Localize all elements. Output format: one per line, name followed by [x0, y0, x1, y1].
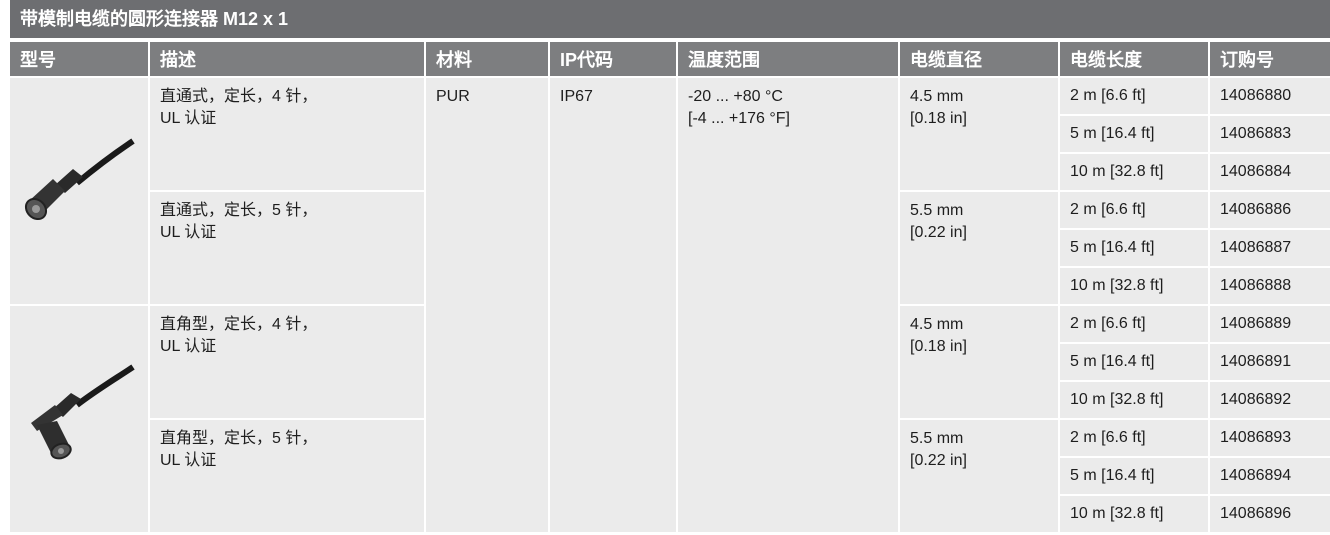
description-cell: 直角型，定长，4 针， UL 认证	[150, 306, 424, 418]
order-number-cell: 14086893	[1210, 420, 1330, 456]
table-row: 直通式，定长，5 针， UL 认证 5.5 mm [0.22 in] 2 m [6.6 …	[10, 192, 1330, 304]
product-table: 带模制电缆的圆形连接器 M12 x 1 型号 描述 材料 IP代码 温度范围 电缆直径 电缆…	[10, 0, 1330, 534]
length-cell: 5 m [16.4 ft]	[1060, 116, 1208, 152]
description-cell: 直通式，定长，4 针， UL 认证	[150, 78, 424, 190]
description-cell: 直通式，定长，5 针， UL 认证	[150, 192, 424, 304]
column-header: 电缆直径	[900, 42, 1058, 76]
type-image-cell	[10, 78, 148, 304]
column-header: 材料	[426, 42, 548, 76]
description-cell: 直角型，定长，5 针， UL 认证	[150, 420, 424, 532]
order-number-cell: 14086894	[1210, 458, 1330, 494]
diameter-cell: 5.5 mm [0.22 in]	[900, 420, 1058, 532]
text-line: 5.5 mm	[910, 430, 964, 447]
order-number-cell: 14086883	[1210, 116, 1330, 152]
text-line: UL 认证	[160, 452, 217, 469]
order-number-cell: 14086887	[1210, 230, 1330, 266]
material-cell: PUR	[426, 78, 548, 532]
order-number-cell: 14086891	[1210, 344, 1330, 380]
table-row: 10 m [32.8 ft] 14086888	[10, 268, 1330, 304]
order-number-cell: 14086880	[1210, 78, 1330, 114]
table: 型号 描述 材料 IP代码 温度范围 电缆直径 电缆长度 订购号 直通式，定长，4 针， UL …	[8, 40, 1330, 534]
order-number-cell: 14086889	[1210, 306, 1330, 342]
diameter-cell: 4.5 mm [0.18 in]	[900, 306, 1058, 418]
column-header: IP代码	[550, 42, 676, 76]
text-line: UL 认证	[160, 224, 217, 241]
text-line: 直通式，定长，4 针，	[160, 88, 318, 105]
straight-connector-image	[24, 138, 135, 220]
length-cell: 2 m [6.6 ft]	[1060, 420, 1208, 456]
length-cell: 2 m [6.6 ft]	[1060, 78, 1208, 114]
length-cell: 10 m [32.8 ft]	[1060, 154, 1208, 190]
text-line: [-4 ... +176 °F]	[688, 110, 790, 127]
table-row: 5 m [16.4 ft] 14086891	[10, 344, 1330, 380]
order-number-cell: 14086884	[1210, 154, 1330, 190]
length-cell: 2 m [6.6 ft]	[1060, 306, 1208, 342]
column-header: 型号	[10, 42, 148, 76]
length-cell: 5 m [16.4 ft]	[1060, 230, 1208, 266]
text-line: [0.22 in]	[910, 224, 967, 241]
column-header: 电缆长度	[1060, 42, 1208, 76]
table-title: 带模制电缆的圆形连接器 M12 x 1	[10, 0, 1330, 38]
length-cell: 2 m [6.6 ft]	[1060, 192, 1208, 228]
table-row: 5 m [16.4 ft] 14086887	[10, 230, 1330, 266]
order-number-cell: 14086892	[1210, 382, 1330, 418]
length-cell: 10 m [32.8 ft]	[1060, 382, 1208, 418]
text-line: UL 认证	[160, 338, 217, 355]
ip-code-cell: IP67	[550, 78, 676, 532]
text-line: -20 ... +80 °C	[688, 88, 783, 105]
text-line: 5.5 mm	[910, 202, 964, 219]
text-line: 4.5 mm	[910, 88, 964, 105]
order-number-cell: 14086896	[1210, 496, 1330, 532]
table-row: 10 m [32.8 ft] 14086884	[10, 154, 1330, 190]
table-row: 直角型，定长，4 针， UL 认证 4.5 mm [0.18 in] 2 m [6.6 …	[10, 306, 1330, 532]
text-line: 直通式，定长，5 针，	[160, 202, 318, 219]
table-row: 10 m [32.8 ft] 14086892	[10, 382, 1330, 418]
text-line: [0.22 in]	[910, 452, 967, 469]
text-line: 直角型，定长，4 针，	[160, 316, 318, 333]
text-line: UL 认证	[160, 110, 217, 127]
temperature-cell: -20 ... +80 °C [-4 ... +176 °F]	[678, 78, 898, 532]
length-cell: 5 m [16.4 ft]	[1060, 458, 1208, 494]
diameter-cell: 5.5 mm [0.22 in]	[900, 192, 1058, 304]
table-row: 5 m [16.4 ft] 14086883	[10, 116, 1330, 152]
column-header: 订购号	[1210, 42, 1330, 76]
table-body: 直通式，定长，4 针， UL 认证 PUR IP67 -20 ... +80 °C [-4…	[10, 78, 1330, 532]
right-angle-connector-image	[31, 364, 135, 459]
order-number-cell: 14086888	[1210, 268, 1330, 304]
diameter-cell: 4.5 mm [0.18 in]	[900, 78, 1058, 190]
length-cell: 10 m [32.8 ft]	[1060, 496, 1208, 532]
header-row: 型号 描述 材料 IP代码 温度范围 电缆直径 电缆长度 订购号	[10, 42, 1330, 76]
text-line: [0.18 in]	[910, 338, 967, 355]
length-cell: 5 m [16.4 ft]	[1060, 344, 1208, 380]
text-line: 4.5 mm	[910, 316, 964, 333]
table-row: 10 m [32.8 ft] 14086896	[10, 496, 1330, 532]
order-number-cell: 14086886	[1210, 192, 1330, 228]
type-image-cell	[10, 306, 148, 532]
table-row: 5 m [16.4 ft] 14086894	[10, 458, 1330, 494]
table-row: 直角型，定长，5 针， UL 认证 5.5 mm [0.22 in] 2 m [6.6 …	[10, 420, 1330, 532]
column-header: 描述	[150, 42, 424, 76]
table-row: 直通式，定长，4 针， UL 认证 PUR IP67 -20 ... +80 °C [-4…	[10, 78, 1330, 532]
length-cell: 10 m [32.8 ft]	[1060, 268, 1208, 304]
text-line: [0.18 in]	[910, 110, 967, 127]
column-header: 温度范围	[678, 42, 898, 76]
text-line: 直角型，定长，5 针，	[160, 430, 318, 447]
